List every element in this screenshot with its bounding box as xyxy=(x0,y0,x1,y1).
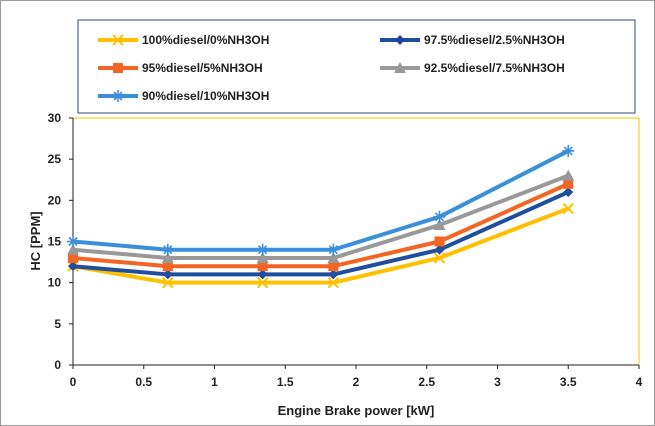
x-tick-label: 2 xyxy=(353,375,360,389)
data-point xyxy=(161,243,174,256)
legend-label: 97.5%diesel/2.5%NH3OH xyxy=(424,33,565,47)
y-tick-label: 5 xyxy=(54,317,61,331)
legend-label: 92.5%diesel/7.5%NH3OH xyxy=(424,61,565,75)
data-point xyxy=(563,178,574,189)
data-point xyxy=(562,202,574,215)
series-5 xyxy=(67,144,575,256)
x-axis-title: Engine Brake power [kW] xyxy=(278,403,435,418)
data-point xyxy=(256,276,269,289)
data-point xyxy=(256,243,269,256)
series-line xyxy=(72,149,570,252)
y-axis-title: HC [PPM] xyxy=(28,211,43,270)
legend-marker xyxy=(113,63,123,73)
legend-item: 95%diesel/5%NH3OH xyxy=(98,61,263,75)
x-tick-label: 4 xyxy=(636,375,643,389)
series-line xyxy=(72,190,570,277)
x-tick-label: 2.5 xyxy=(418,375,435,389)
data-point xyxy=(161,251,174,263)
x-axis-ticks: 0 0.5 1 1.5 2 2.5 3 3.5 4 xyxy=(70,365,643,389)
y-tick-label: 25 xyxy=(48,152,62,166)
y-tick-label: 20 xyxy=(48,193,62,207)
series-group xyxy=(67,144,575,289)
data-point xyxy=(256,251,269,263)
data-point xyxy=(67,243,79,255)
legend-item: 90%diesel/10%NH3OH xyxy=(98,89,269,103)
data-point xyxy=(433,219,446,231)
data-point xyxy=(257,261,268,272)
x-tick-label: 1 xyxy=(211,375,218,389)
legend-label: 100%diesel/0%NH3OH xyxy=(142,33,269,47)
y-tick-label: 30 xyxy=(48,111,62,125)
data-point xyxy=(162,261,173,272)
y-tick-label: 15 xyxy=(48,235,62,249)
series-2 xyxy=(68,187,574,280)
legend-item: 100%diesel/0%NH3OH xyxy=(98,33,269,47)
x-tick-label: 3.5 xyxy=(560,375,577,389)
legend-marker xyxy=(112,34,124,46)
x-tick-label: 0 xyxy=(70,375,77,389)
x-tick-label: 0.5 xyxy=(135,375,152,389)
data-point xyxy=(562,144,575,157)
data-point xyxy=(433,210,446,223)
data-point xyxy=(162,276,174,289)
y-tick-label: 0 xyxy=(54,358,61,372)
data-point xyxy=(434,236,445,247)
data-point xyxy=(563,187,574,198)
legend-marker xyxy=(112,90,124,102)
series-4 xyxy=(67,169,575,263)
data-point xyxy=(257,269,268,280)
x-tick-label: 1.5 xyxy=(277,375,294,389)
data-point xyxy=(434,244,445,255)
legend-box xyxy=(77,19,636,114)
legend-item: 92.5%diesel/7.5%NH3OH xyxy=(380,61,565,75)
data-point xyxy=(327,251,340,263)
data-point xyxy=(327,243,340,256)
legend-marker xyxy=(395,35,405,45)
y-axis-ticks: 0 5 10 15 20 25 30 xyxy=(48,111,73,372)
series-3 xyxy=(68,178,574,272)
data-point xyxy=(433,252,446,264)
legend-marker xyxy=(394,62,406,73)
series-line xyxy=(72,173,569,260)
data-point xyxy=(68,261,78,272)
data-point xyxy=(328,261,339,272)
data-point xyxy=(327,276,340,289)
series-line xyxy=(72,206,569,285)
data-point xyxy=(68,252,78,263)
y-tick-label: 10 xyxy=(48,276,62,290)
legend-label: 95%diesel/5%NH3OH xyxy=(142,61,263,75)
data-point xyxy=(562,169,575,181)
legend-label: 90%diesel/10%NH3OH xyxy=(142,89,269,103)
data-point xyxy=(67,235,79,248)
legend: 100%diesel/0%NH3OH 97.5%diesel/2.5%NH3OH 9… xyxy=(98,33,565,103)
data-point xyxy=(162,269,173,280)
legend-item: 97.5%diesel/2.5%NH3OH xyxy=(380,33,565,47)
series-line xyxy=(72,182,570,269)
x-tick-label: 3 xyxy=(494,375,501,389)
data-point xyxy=(328,269,339,280)
